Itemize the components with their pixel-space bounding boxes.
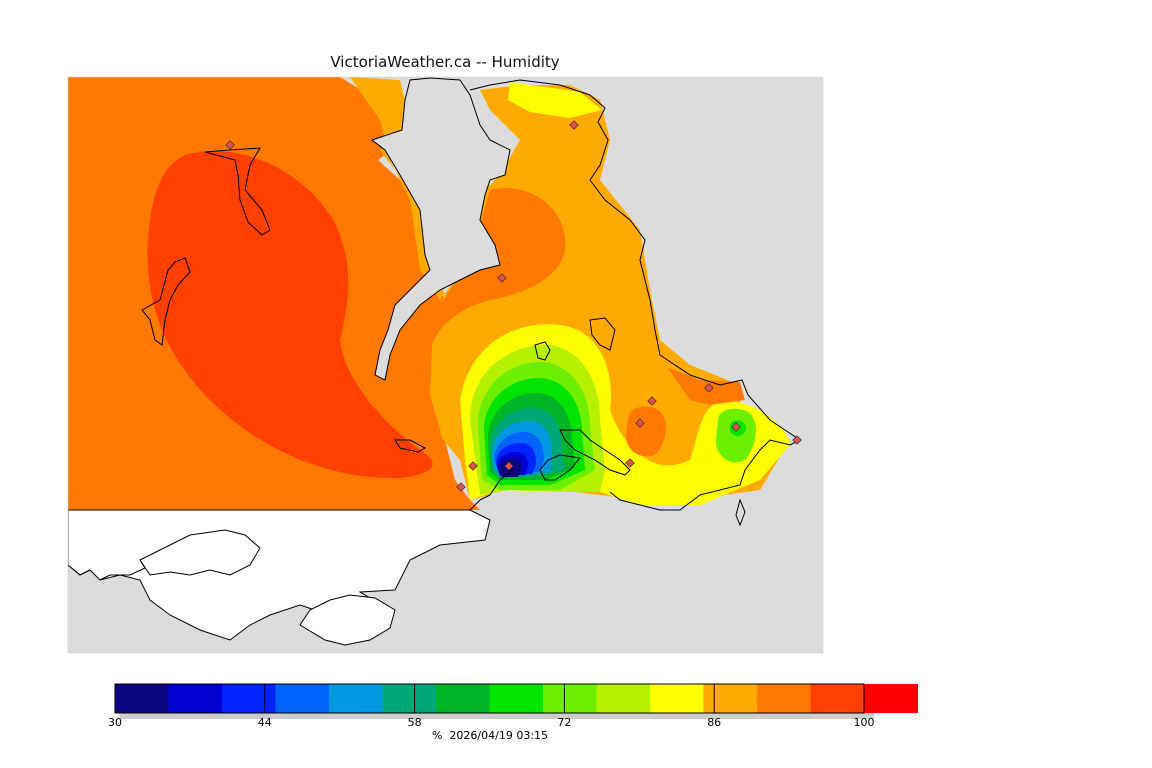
legend-color-segment <box>168 684 223 713</box>
station-marker <box>569 120 579 130</box>
legend-color-segment <box>596 684 651 713</box>
station-markers <box>225 120 802 492</box>
legend-tick-label: 58 <box>407 716 422 729</box>
station-marker <box>225 140 235 150</box>
legend-color-segment <box>115 684 169 713</box>
station-marker <box>504 461 514 471</box>
legend-color-segment <box>222 684 276 713</box>
legend-color-segment <box>757 684 811 713</box>
legend-unit: % <box>431 729 443 742</box>
map-title: VictoriaWeather.ca -- Humidity <box>330 53 560 71</box>
legend-color-segment <box>275 684 330 713</box>
station-marker <box>792 435 802 445</box>
contour-band-86-east <box>420 188 566 460</box>
station-marker <box>468 461 478 471</box>
legend-tick-label: 86 <box>707 716 722 729</box>
station-marker <box>647 396 657 406</box>
legend-color-segment <box>489 684 544 713</box>
island-southeast <box>299 594 396 646</box>
legend-color-segment <box>703 684 758 713</box>
station-marker <box>731 422 741 432</box>
legend-color-segment <box>810 684 865 713</box>
station-marker <box>497 273 507 283</box>
legend-tick-label: 100 <box>853 716 875 729</box>
station-marker <box>456 482 466 492</box>
water-inlet-saanich <box>370 77 511 381</box>
legend-tick-label: 72 <box>557 716 572 729</box>
coastlines <box>68 79 801 581</box>
station-marker <box>635 418 645 428</box>
legend-color-segment <box>382 684 437 713</box>
island-south <box>139 529 261 576</box>
legend-color-segment <box>436 684 490 713</box>
contour-band-82 <box>350 77 790 500</box>
contour-spot-86 <box>625 406 666 457</box>
station-marker <box>625 458 635 468</box>
contour-band-79-north <box>508 82 602 118</box>
contour-band-93 <box>147 151 433 479</box>
legend-color-segment <box>329 684 383 713</box>
legend-tick-label: 44 <box>257 716 272 729</box>
legend-color-segment <box>864 684 918 713</box>
legend-caption: % 2026/04/19 03:15 <box>0 729 980 742</box>
legend-color-segment <box>543 684 597 713</box>
legend-timestamp: 2026/04/19 03:15 <box>449 729 549 742</box>
legend-tick-label: 30 <box>108 716 122 729</box>
station-marker <box>704 383 714 393</box>
legend-color-segment <box>650 684 704 713</box>
